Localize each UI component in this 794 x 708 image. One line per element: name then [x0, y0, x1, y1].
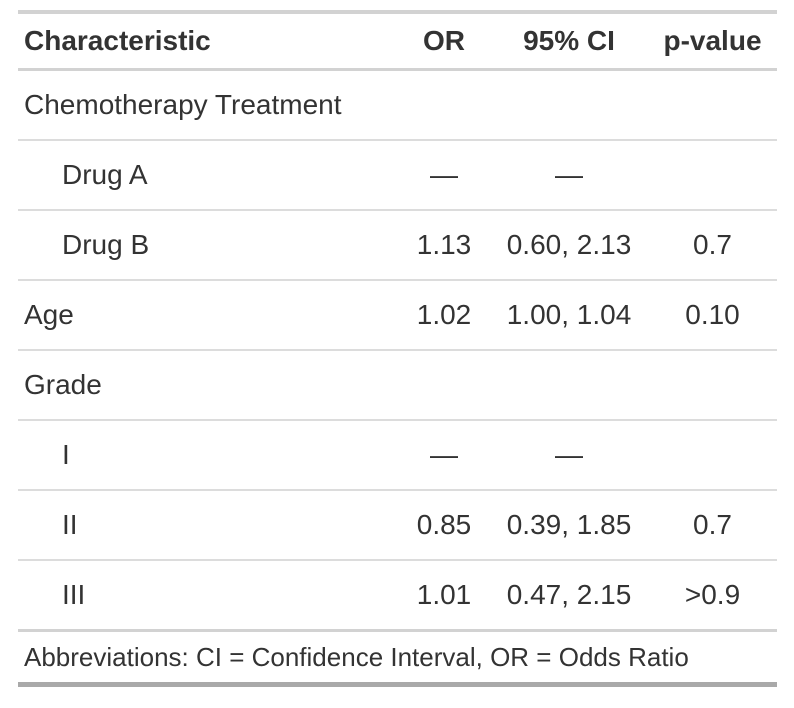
- table-body: Chemotherapy Treatment Drug A — — Drug B…: [18, 69, 777, 632]
- table-row-grade-3: III 1.01 0.47, 2.15 >0.9: [18, 560, 777, 632]
- or-cell: —: [398, 140, 490, 211]
- table-row-group-grade: Grade: [18, 350, 777, 421]
- ci-cell: 0.60, 2.13: [490, 210, 648, 281]
- ci-cell: 0.47, 2.15: [490, 560, 648, 632]
- footnote-row: Abbreviations: CI = Confidence Interval,…: [18, 631, 777, 685]
- table-row-grade-1: I — —: [18, 420, 777, 491]
- row-label: Grade: [18, 350, 398, 421]
- row-label: I: [18, 420, 398, 491]
- row-label: Chemotherapy Treatment: [18, 69, 398, 141]
- row-label: Age: [18, 280, 398, 351]
- table-header: Characteristic OR 95% CI p-value: [18, 12, 777, 71]
- row-label: III: [18, 560, 398, 632]
- or-cell: [398, 69, 490, 141]
- pvalue-cell: 0.7: [648, 490, 777, 561]
- or-cell: 1.01: [398, 560, 490, 632]
- header-row: Characteristic OR 95% CI p-value: [18, 12, 777, 71]
- ci-cell: [490, 69, 648, 141]
- abbreviations-footnote: Abbreviations: CI = Confidence Interval,…: [24, 642, 689, 672]
- table-row-grade-2: II 0.85 0.39, 1.85 0.7: [18, 490, 777, 561]
- or-cell: [398, 350, 490, 421]
- row-label: II: [18, 490, 398, 561]
- table-row-drug-a: Drug A — —: [18, 140, 777, 211]
- pvalue-cell: [648, 69, 777, 141]
- ci-cell: —: [490, 420, 648, 491]
- regression-results-table: Characteristic OR 95% CI p-value Chemoth…: [18, 10, 777, 687]
- table-row-drug-b: Drug B 1.13 0.60, 2.13 0.7: [18, 210, 777, 281]
- ci-cell: 0.39, 1.85: [490, 490, 648, 561]
- row-label: Drug B: [18, 210, 398, 281]
- row-label: Drug A: [18, 140, 398, 211]
- pvalue-cell: [648, 420, 777, 491]
- pvalue-cell: [648, 350, 777, 421]
- ci-cell: —: [490, 140, 648, 211]
- or-cell: 0.85: [398, 490, 490, 561]
- pvalue-cell: [648, 140, 777, 211]
- or-cell: 1.02: [398, 280, 490, 351]
- pvalue-cell: 0.10: [648, 280, 777, 351]
- pvalue-cell: 0.7: [648, 210, 777, 281]
- or-cell: 1.13: [398, 210, 490, 281]
- column-header-ci: 95% CI: [490, 12, 648, 71]
- ci-cell: [490, 350, 648, 421]
- pvalue-cell: >0.9: [648, 560, 777, 632]
- column-header-characteristic: Characteristic: [18, 12, 398, 71]
- table-row-group-chemotherapy: Chemotherapy Treatment: [18, 69, 777, 141]
- column-header-or: OR: [398, 12, 490, 71]
- column-header-pvalue: p-value: [648, 12, 777, 71]
- table-row-age: Age 1.02 1.00, 1.04 0.10: [18, 280, 777, 351]
- table-footer: Abbreviations: CI = Confidence Interval,…: [18, 631, 777, 685]
- ci-cell: 1.00, 1.04: [490, 280, 648, 351]
- or-cell: —: [398, 420, 490, 491]
